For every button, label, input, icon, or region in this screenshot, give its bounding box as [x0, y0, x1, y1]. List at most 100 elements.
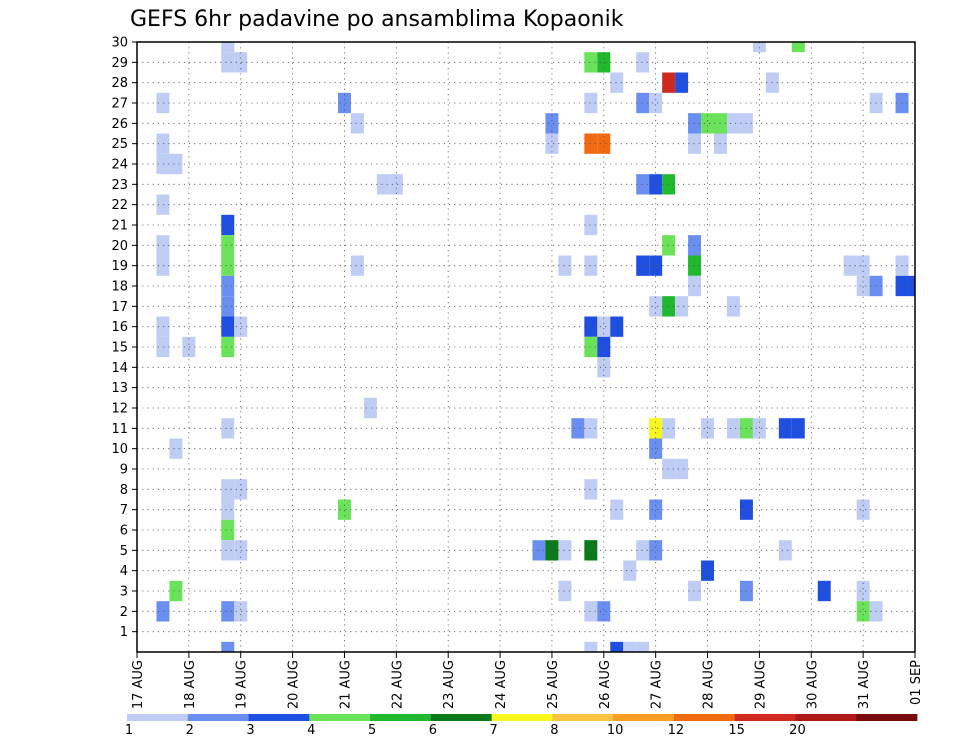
heatmap-cell	[662, 235, 676, 256]
heatmap-cell	[337, 499, 351, 520]
chart-title: GEFS 6hr padavine po ansamblima Kopaonik	[130, 7, 624, 32]
y-tick-label: 29	[111, 56, 128, 71]
heatmap-cell	[545, 113, 559, 134]
y-tick-label: 24	[111, 158, 128, 173]
heatmap-cell	[726, 113, 740, 134]
heatmap-cell	[156, 133, 170, 154]
heatmap-cell	[376, 174, 390, 195]
heatmap-cell	[623, 560, 637, 581]
heatmap-cell	[649, 174, 663, 195]
x-tick-label: 31 AUG	[857, 660, 872, 709]
heatmap-cell	[234, 601, 248, 622]
heatmap-cell	[156, 153, 170, 175]
colorbar: 1 2 3 4 5 6 7 8 10 12 15 20	[125, 714, 918, 738]
heatmap-cell	[778, 540, 792, 561]
heatmap-cell	[221, 275, 235, 297]
y-tick-label: 14	[111, 361, 128, 376]
colorbar-segment	[673, 714, 736, 721]
y-tick-label: 17	[111, 300, 128, 315]
heatmap-cell	[675, 296, 689, 317]
heatmap-cell	[221, 519, 235, 541]
heatmap-cell	[908, 275, 915, 297]
colorbar-label: 5	[368, 723, 376, 738]
y-tick-label: 28	[111, 76, 128, 91]
y-tick-label: 22	[111, 198, 128, 213]
heatmap-cell	[662, 296, 676, 317]
heatmap-cell	[584, 601, 598, 622]
heatmap-cell	[169, 153, 183, 175]
heatmap-cell	[649, 540, 663, 561]
heatmap-cell	[584, 52, 598, 73]
colorbar-label: 15	[728, 723, 745, 738]
heatmap-cell	[636, 641, 650, 652]
colorbar-label: 2	[186, 723, 194, 738]
y-tick-label: 9	[120, 463, 128, 478]
y-tick-label: 1	[120, 625, 128, 640]
heatmap-cell	[221, 214, 235, 236]
colorbar-segment	[127, 714, 189, 721]
heatmap-cell	[156, 194, 170, 215]
y-tick-label: 6	[120, 524, 128, 539]
y-tick-label: 10	[111, 442, 128, 457]
heatmap-cell	[584, 336, 598, 358]
heatmap-cell	[597, 357, 611, 378]
y-axis: 1234567891011121314151617181920212223242…	[111, 36, 137, 640]
y-tick-label: 11	[111, 422, 128, 437]
heatmap-cell	[156, 255, 170, 276]
heatmap-cell	[856, 580, 870, 602]
colorbar-label: 12	[668, 723, 685, 738]
heatmap-cell	[662, 174, 676, 195]
heatmap-cell	[726, 296, 740, 317]
heatmap-cell	[597, 133, 611, 154]
heatmap-cell	[610, 316, 624, 337]
y-tick-label: 13	[111, 381, 128, 396]
y-tick-label: 30	[111, 36, 128, 51]
colorbar-segment	[613, 714, 675, 721]
heatmap-cell	[221, 296, 235, 317]
x-tick-label: 20 AUG	[287, 660, 302, 709]
x-tick-label: 26 AUG	[598, 660, 613, 709]
heatmap-cell	[156, 316, 170, 337]
heatmap-cell	[597, 601, 611, 622]
x-tick-label: 19 AUG	[235, 660, 250, 709]
heatmap-cell	[778, 418, 792, 439]
y-tick-label: 26	[111, 117, 128, 132]
heatmap-cell	[545, 133, 559, 154]
heatmap-cell	[584, 92, 598, 114]
heatmap-cell	[156, 235, 170, 256]
heatmap-cell	[532, 540, 546, 561]
heatmap-cell	[726, 418, 740, 439]
heatmap-cell	[584, 641, 598, 652]
y-tick-label: 12	[111, 402, 128, 417]
colorbar-segment	[309, 714, 371, 721]
heatmap-cell	[156, 92, 170, 114]
y-tick-label: 20	[111, 239, 128, 254]
y-tick-label: 15	[111, 341, 128, 356]
x-tick-label: 27 AUG	[650, 660, 665, 709]
heatmap-cell	[350, 255, 364, 276]
colorbar-label: 8	[550, 723, 558, 738]
colorbar-label: 1	[125, 723, 133, 738]
heatmap-cell	[636, 540, 650, 561]
y-tick-label: 8	[120, 483, 128, 498]
y-tick-label: 25	[111, 137, 128, 152]
heatmap-cell	[636, 52, 650, 73]
colorbar-segment	[856, 714, 918, 721]
heatmap-cell	[156, 336, 170, 358]
heatmap-cell	[221, 641, 235, 652]
heatmap-cell	[701, 560, 715, 581]
colorbar-label: 6	[429, 723, 437, 738]
x-tick-label: 25 AUG	[546, 660, 561, 709]
colorbar-label: 10	[607, 723, 624, 738]
colorbar-segment	[187, 714, 249, 721]
x-tick-label: 28 AUG	[702, 660, 717, 709]
heatmap-cell	[234, 540, 248, 561]
x-tick-label: 29 AUG	[753, 660, 768, 709]
heatmap-cell	[234, 316, 248, 337]
colorbar-segment	[370, 714, 432, 721]
colorbar-label: 7	[489, 723, 497, 738]
colorbar-label: 4	[307, 723, 315, 738]
heatmap-cell	[584, 316, 598, 337]
heatmap-cell	[636, 255, 650, 276]
heatmap-cell	[169, 580, 183, 602]
